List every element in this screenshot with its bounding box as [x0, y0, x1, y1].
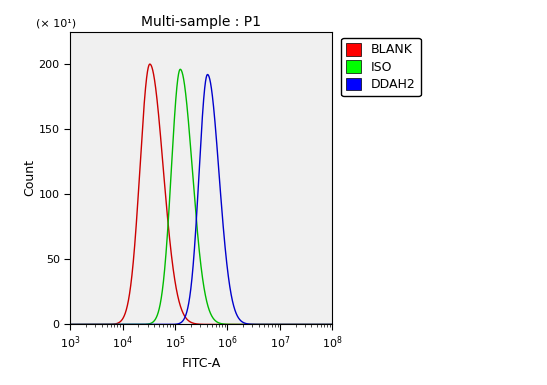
Line: ISO: ISO	[70, 69, 333, 325]
ISO	[195, 239, 202, 244]
DDAH2	[68, 322, 74, 327]
Text: (× 10¹): (× 10¹)	[36, 18, 76, 28]
DDAH2	[118, 322, 125, 327]
ISO	[78, 322, 84, 327]
BLANK	[315, 322, 322, 327]
ISO	[68, 322, 74, 327]
DDAH2	[329, 322, 336, 327]
DDAH2	[195, 184, 202, 189]
Legend: BLANK, ISO, DDAH2: BLANK, ISO, DDAH2	[341, 38, 421, 96]
BLANK	[78, 322, 84, 327]
BLANK	[83, 322, 89, 327]
ISO	[67, 322, 73, 327]
DDAH2	[204, 72, 211, 77]
DDAH2	[78, 322, 84, 327]
Title: Multi-sample : P1: Multi-sample : P1	[141, 15, 261, 29]
ISO	[177, 67, 184, 72]
BLANK	[118, 318, 125, 323]
BLANK	[329, 322, 336, 327]
DDAH2	[315, 322, 322, 327]
BLANK	[147, 62, 153, 66]
BLANK	[68, 322, 74, 327]
ISO	[118, 322, 125, 327]
Line: BLANK: BLANK	[70, 64, 333, 325]
BLANK	[67, 322, 73, 327]
BLANK	[195, 322, 202, 326]
Y-axis label: Count: Count	[23, 159, 36, 196]
X-axis label: FITC-A: FITC-A	[182, 357, 221, 370]
ISO	[315, 322, 322, 327]
ISO	[329, 322, 336, 327]
ISO	[83, 322, 89, 327]
DDAH2	[83, 322, 89, 327]
DDAH2	[67, 322, 73, 327]
Line: DDAH2: DDAH2	[70, 75, 333, 325]
